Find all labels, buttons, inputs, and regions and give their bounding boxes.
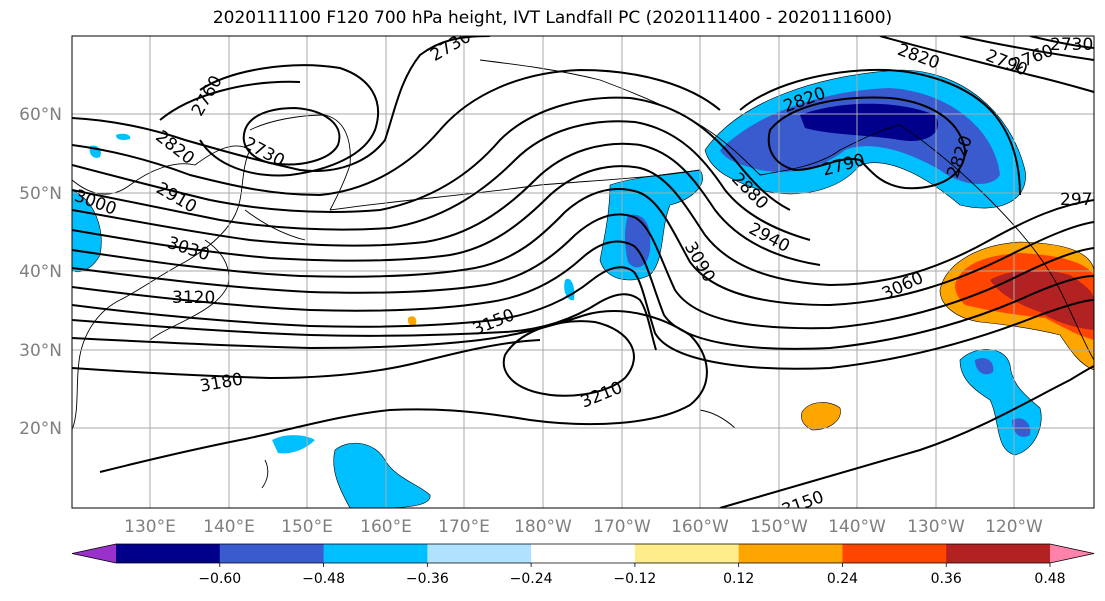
- negative-region-small-4: [272, 435, 315, 454]
- contour-2820-east: [739, 68, 1021, 196]
- contour-3000: [72, 188, 1094, 307]
- contour-2940: [72, 142, 821, 266]
- positive-region-small: [407, 316, 417, 326]
- coastline-japan: [149, 239, 230, 341]
- coastline-hawaii: [699, 409, 736, 429]
- negative-region-southwest: [333, 442, 431, 508]
- colorbar-segment: [427, 544, 532, 563]
- contour-label: 2730: [1050, 35, 1093, 55]
- positive-region-hawaii-north: [801, 402, 841, 431]
- contour-2790-west: [159, 80, 301, 121]
- longitude-label: 170°W: [593, 517, 651, 537]
- colorbar: −0.60 −0.48 −0.36 −0.24 −0.12 0.12 0.24 0.36 0.4…: [71, 543, 1095, 587]
- negative-region-small-2: [116, 133, 131, 140]
- colorbar-tick-label: −0.60: [198, 571, 241, 587]
- latitude-label: 60°N: [19, 105, 62, 125]
- contour-3210-loop: [502, 320, 635, 397]
- coastline-asia: [72, 145, 251, 431]
- colorbar-tick-label: −0.12: [613, 571, 656, 587]
- colorbar-segment: [219, 544, 325, 563]
- colorbar-segment: [842, 544, 947, 563]
- coastline-alaska: [479, 59, 1094, 361]
- coastline-kamchatka: [249, 114, 351, 211]
- contour-2760: [199, 64, 380, 177]
- longitude-label: 130°W: [907, 517, 965, 537]
- longitude-label: 140°W: [828, 517, 886, 537]
- ivt-shading: [72, 69, 1094, 508]
- colorbar-segment: [738, 544, 843, 563]
- longitude-label: 150°E: [281, 517, 333, 537]
- colorbar-tick-label: −0.24: [510, 571, 553, 587]
- colorbar-extend-high: [1050, 544, 1094, 563]
- contour-3030: [72, 213, 1094, 330]
- colorbar-tick-label: 0.36: [931, 571, 962, 587]
- longitude-axis: 130°E 140°E 150°E 160°E 170°E 180°W 170°…: [124, 517, 1043, 537]
- colorbar-tick-label: −0.48: [302, 571, 345, 587]
- coastlines: [72, 59, 1094, 489]
- colorbar-segment: [531, 544, 636, 563]
- colorbar-tick-label: 0.12: [723, 571, 754, 587]
- negative-region-central-inner: [625, 214, 651, 268]
- contour-2910: [72, 120, 811, 241]
- map-plot-area: 2760 2730 2820 2910 3000 3030 3120 3180 …: [72, 35, 1103, 508]
- colorbar-segment: [323, 544, 428, 563]
- contour-2790-loop: [767, 96, 967, 190]
- contour-2880: [72, 96, 791, 213]
- latitude-axis: 60°N 50°N 40°N 30°N 20°N: [19, 105, 62, 439]
- longitude-label: 180°W: [514, 517, 572, 537]
- longitude-label: 160°E: [360, 517, 412, 537]
- longitude-label: 160°W: [671, 517, 729, 537]
- colorbar-tick-label: −0.36: [406, 571, 449, 587]
- colorbar-segment: [634, 544, 740, 563]
- coastline-kuril: [244, 209, 306, 241]
- contour-label: 2970: [1060, 190, 1103, 210]
- latitude-label: 20°N: [19, 419, 62, 439]
- latitude-label: 30°N: [19, 341, 62, 361]
- contour-2730-east: [1029, 36, 1094, 49]
- contour-3180: [72, 339, 541, 380]
- map-title: 2020111100 F120 700 hPa height, IVT Land…: [212, 8, 893, 28]
- longitude-label: 170°E: [438, 517, 490, 537]
- longitude-label: 140°E: [203, 517, 255, 537]
- latitude-label: 50°N: [19, 184, 62, 204]
- contour-2970: [72, 165, 1094, 287]
- negative-region-southeast-inner-1: [975, 358, 994, 375]
- longitude-label: 130°E: [124, 517, 176, 537]
- map-frame: [71, 35, 1095, 509]
- contour-3090: [72, 266, 1094, 370]
- latitude-label: 40°N: [19, 262, 62, 282]
- contour-3150-southeast: [719, 365, 1094, 508]
- contour-3120: [72, 293, 657, 351]
- coastline-aleutian: [329, 169, 701, 211]
- colorbar-outline: [71, 543, 1095, 564]
- positive-region-california-core: [990, 270, 1094, 330]
- contour-2730-loop: [242, 106, 341, 166]
- contour-2790-east: [879, 36, 1094, 93]
- negative-region-alaska-mid: [720, 88, 1000, 185]
- contour-2760-east: [959, 36, 1094, 61]
- contour-3150: [72, 310, 708, 473]
- negative-region-alaska-core: [800, 103, 939, 141]
- longitude-label: 120°W: [985, 517, 1043, 537]
- colorbar-tick-label: 0.48: [1034, 571, 1065, 587]
- coastline-pacific-islands: [261, 459, 269, 489]
- colorbar-tick-label: 0.24: [827, 571, 858, 587]
- contour-label: 3120: [172, 288, 215, 308]
- contour-2820-west: [72, 36, 491, 172]
- colorbar-segment: [946, 544, 1051, 563]
- height-contours: [72, 36, 1094, 508]
- contour-3060: [72, 240, 1094, 350]
- colorbar-extend-low: [72, 544, 116, 563]
- longitude-label: 150°W: [750, 517, 808, 537]
- colorbar-segment: [116, 544, 221, 563]
- contour-2850: [72, 68, 721, 197]
